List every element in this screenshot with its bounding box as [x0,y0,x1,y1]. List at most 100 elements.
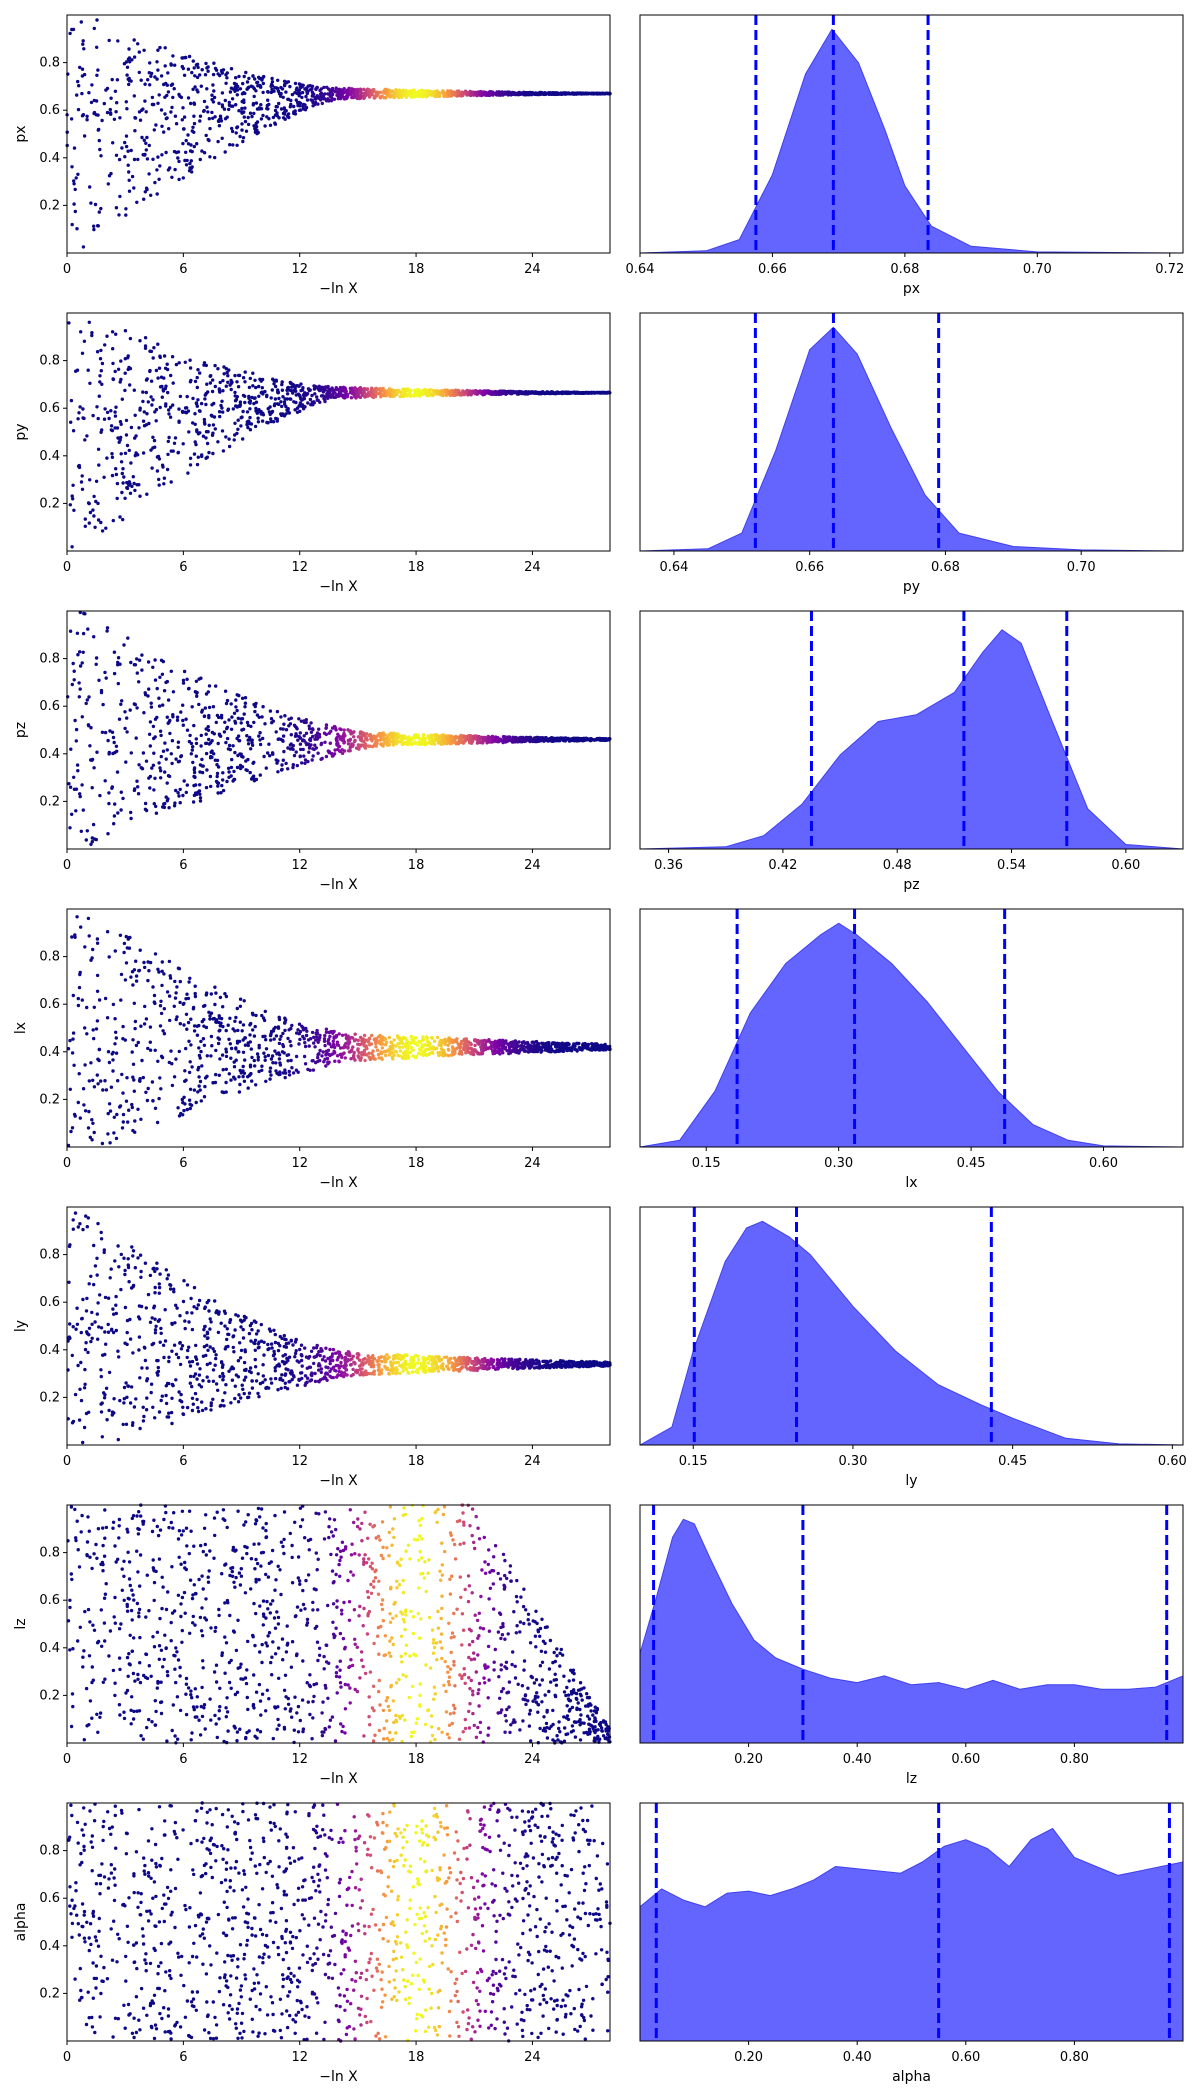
y-tick-label: 0.2 [39,496,60,511]
y-tick-label: 0.4 [39,747,60,762]
x-tick-label: 24 [524,1752,541,1767]
density-area [639,1220,1184,1446]
x-tick-label: 24 [524,262,541,277]
scatter-points [66,1503,612,1745]
x-tick-label: 0.45 [998,1454,1027,1469]
x-tick-label: 6 [179,560,187,575]
y-axis-label: py [13,423,29,440]
y-tick-label: 0.6 [39,401,60,416]
x-tick-label: 0.60 [1158,1454,1187,1469]
density-area [639,629,1184,850]
y-tick-label: 0.6 [39,699,60,714]
x-tick-label: 0.54 [997,858,1026,873]
subplot-density-1: 0.64 0.66 0.68 0.70 0.72 px [626,14,1184,297]
y-tick-label: 0.4 [39,1939,60,1954]
x-tick-label: 0.68 [890,262,919,277]
y-tick-label: 0.2 [39,794,60,809]
y-tick-label: 0.6 [39,1593,60,1608]
subplot-density-5: 0.15 0.30 0.45 0.60 ly [639,1206,1187,1489]
scatter-points [65,18,612,249]
y-tick-label: 0.4 [39,1045,60,1060]
x-tick-label: 12 [291,262,308,277]
y-tick-label: 0.6 [39,1891,60,1906]
axes-frame [639,908,1184,1148]
axes-frame [66,610,611,850]
y-tick-label: 0.8 [39,56,60,71]
subplot-scatter-4: 0.2 0.4 0.6 0.8 lx 0 6 12 18 24 −ln X [13,908,612,1191]
x-axis-label: lx [905,1175,917,1191]
subplot-density-2: 0.64 0.66 0.68 0.70 py [639,312,1184,595]
scatter-points [66,610,612,846]
x-tick-label: 24 [524,560,541,575]
x-tick-label: 0.68 [931,560,960,575]
x-tick-label: 0.30 [838,1454,867,1469]
density-area [639,28,1184,254]
x-tick-label: 0.48 [883,858,912,873]
subplot-density-7: 0.20 0.40 0.60 0.80 alpha [639,1802,1184,2085]
x-tick-label: 0 [63,560,71,575]
density-area [639,326,1184,552]
x-tick-label: 0.80 [1060,2050,1089,2065]
axes-frame [66,1504,611,1744]
x-axis-label: alpha [892,2069,931,2085]
x-tick-label: 0.60 [951,2050,980,2065]
x-tick-label: 0.72 [1155,262,1184,277]
x-tick-label: 18 [408,1156,425,1171]
y-tick-label: 0.2 [39,1688,60,1703]
x-tick-label: 0.60 [1089,1156,1118,1171]
x-tick-label: 18 [408,262,425,277]
x-tick-label: 24 [524,858,541,873]
x-tick-label: 0.20 [734,2050,763,2065]
subplot-scatter-3: 0.2 0.4 0.6 0.8 pz 0 6 12 18 24 −ln X [13,610,612,893]
y-tick-label: 0.2 [39,1390,60,1405]
x-tick-label: 0.20 [734,1752,763,1767]
x-tick-label: 6 [179,262,187,277]
x-axis-label: −ln X [319,1473,358,1489]
x-tick-label: 0.45 [957,1156,986,1171]
axes-frame [66,908,611,1148]
y-axis-label: alpha [13,1903,29,1942]
y-axis-label: pz [13,722,29,738]
axes-frame [639,312,1184,552]
x-tick-label: 0 [63,1454,71,1469]
x-tick-label: 0 [63,1156,71,1171]
y-axis-label: ly [13,1320,29,1332]
scatter-points [67,320,612,549]
y-tick-label: 0.8 [39,950,60,965]
x-axis-label: ly [905,1473,917,1489]
x-tick-label: 0.70 [1067,560,1096,575]
x-axis-label: −ln X [319,2069,358,2085]
x-tick-label: 0 [63,858,71,873]
axes-frame [66,1206,611,1446]
scatter-points [66,1801,612,2043]
x-tick-label: 18 [408,1752,425,1767]
subplot-scatter-1: 0.2 0.4 0.6 0.8 px 0 6 12 18 24 −ln X [13,14,612,297]
y-tick-label: 0.4 [39,151,60,166]
subplot-scatter-7: 0.2 0.4 0.6 0.8 alpha 0 6 12 18 24 −ln X [13,1801,612,2085]
x-tick-label: 12 [291,560,308,575]
y-tick-label: 0.6 [39,1295,60,1310]
x-axis-label: −ln X [319,1771,358,1787]
x-tick-label: 0.15 [692,1156,721,1171]
x-tick-label: 0.60 [1111,858,1140,873]
x-tick-label: 24 [524,1156,541,1171]
subplot-scatter-6: 0.2 0.4 0.6 0.8 lz 0 6 12 18 24 −ln X [13,1503,612,1787]
x-tick-label: 12 [291,858,308,873]
x-tick-label: 0 [63,262,71,277]
x-tick-label: 0.40 [843,2050,872,2065]
x-axis-label: px [903,281,920,297]
y-tick-label: 0.2 [39,1986,60,2001]
x-axis-label: −ln X [319,579,358,595]
y-tick-label: 0.6 [39,997,60,1012]
x-axis-label: py [903,579,920,595]
y-axis-label: px [13,125,29,142]
x-tick-label: 0.40 [843,1752,872,1767]
x-tick-label: 18 [408,1454,425,1469]
x-tick-label: 0.70 [1023,262,1052,277]
x-axis-label: −ln X [319,281,358,297]
density-area [639,1518,1184,1744]
axes-frame [66,14,611,254]
x-axis-label: pz [903,877,919,893]
subplot-scatter-2: 0.2 0.4 0.6 0.8 py 0 6 12 18 24 −ln X [13,312,612,595]
